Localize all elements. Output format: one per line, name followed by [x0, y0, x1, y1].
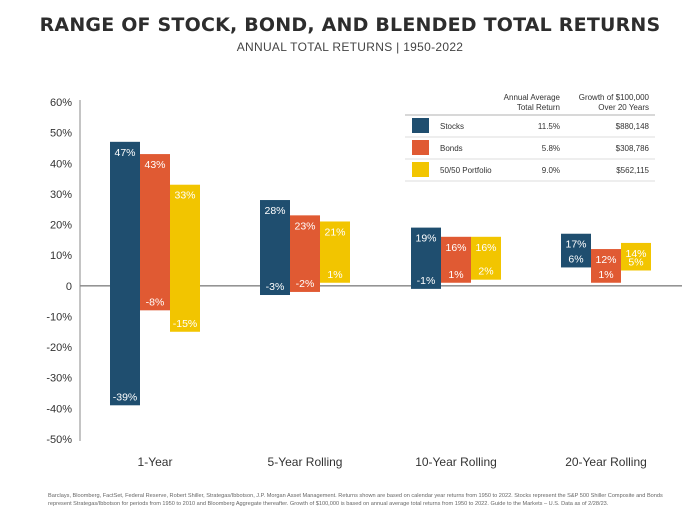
legend-swatch [412, 162, 429, 177]
bar-50-50-portfolio [471, 236, 501, 280]
bar-bonds [591, 249, 621, 283]
y-tick-label: 60% [50, 97, 72, 109]
legend-col2-header: Growth of $100,000 [579, 93, 650, 102]
x-category-label: 5-Year Rolling [268, 455, 343, 469]
bar-low-label: -1% [417, 275, 436, 287]
legend-avg: 9.0% [542, 166, 560, 175]
y-tick-label: 40% [50, 158, 72, 170]
bar-low-label: -8% [146, 296, 165, 308]
bar-high-label: 16% [445, 242, 466, 254]
y-tick-label: -10% [46, 311, 72, 323]
bar-50-50-portfolio [170, 184, 200, 332]
bar-stocks [411, 227, 441, 289]
bar-high-label: 16% [475, 242, 496, 254]
chart-title: RANGE OF STOCK, BOND, AND BLENDED TOTAL … [39, 14, 661, 36]
bars-group: 47% -39% 43% -8% 33% -15% 28% -3% 23% -2% 21% 1% 19%… [110, 141, 651, 406]
bar-low-label: 1% [327, 269, 342, 281]
bar-high-label: 23% [294, 220, 315, 232]
bar-low-label: 5% [628, 257, 643, 269]
bar-stocks [561, 233, 591, 268]
legend-col1-header: Annual Average [504, 93, 561, 102]
y-tick-label: 30% [50, 189, 72, 201]
bar-bonds [140, 154, 170, 311]
bar-low-label: -2% [296, 278, 315, 290]
bar-low-label: -3% [266, 281, 285, 293]
legend-col1-header: Total Return [517, 103, 560, 112]
bar-bonds [290, 215, 320, 292]
bar-50-50-portfolio [320, 221, 350, 283]
legend-col2-header: Over 20 Years [598, 103, 649, 112]
bar-high-label: 21% [324, 226, 345, 238]
x-axis: 1-Year 5-Year Rolling 10-Year Rolling 20-Ye… [138, 455, 647, 469]
bar-high-label: 19% [415, 233, 436, 245]
bar-bonds [441, 236, 471, 283]
bar-low-label: 2% [478, 266, 493, 278]
legend-avg: 11.5% [538, 122, 560, 131]
y-tick-label: 50% [50, 128, 72, 140]
bar-high-label: 12% [595, 254, 616, 266]
bar-high-label: 33% [174, 190, 195, 202]
bar-low-label: -39% [113, 391, 138, 403]
x-category-label: 20-Year Rolling [565, 455, 647, 469]
y-tick-label: 0 [66, 281, 72, 293]
bar-high-label: 47% [114, 147, 135, 159]
bar-low-label: -15% [173, 318, 198, 330]
bar-high-label: 28% [264, 205, 285, 217]
bar-stocks [260, 200, 290, 296]
legend-name: 50/50 Portfolio [440, 166, 492, 175]
y-tick-label: -30% [46, 373, 72, 385]
footnote: Barclays, Bloomberg, FactSet, Federal Re… [48, 493, 663, 507]
legend-name: Stocks [440, 122, 464, 131]
bar-high-label: 43% [144, 159, 165, 171]
bar-low-label: 6% [568, 253, 583, 265]
legend-avg: 5.8% [542, 144, 560, 153]
legend-growth: $562,115 [616, 166, 649, 175]
y-tick-label: 10% [50, 250, 72, 262]
y-axis: 60% 50% 40% 30% 20% 10% 0 -10% -20% -30% -40% -50% [46, 97, 72, 446]
legend-name: Bonds [440, 144, 463, 153]
bar-low-label: 1% [598, 269, 613, 281]
y-tick-label: 20% [50, 220, 72, 232]
bar-high-label: 17% [565, 239, 586, 251]
y-tick-label: -50% [46, 434, 72, 446]
x-category-label: 10-Year Rolling [415, 455, 497, 469]
x-category-label: 1-Year [138, 455, 173, 469]
bar-stocks [110, 141, 140, 406]
legend-swatch [412, 140, 429, 155]
y-tick-label: -40% [46, 403, 72, 415]
chart-subtitle: ANNUAL TOTAL RETURNS | 1950-2022 [236, 40, 464, 54]
legend-swatch [412, 118, 429, 133]
bar-50-50-portfolio [621, 242, 651, 271]
legend-growth: $880,148 [616, 122, 650, 131]
bar-low-label: 1% [448, 269, 463, 281]
bar-high-label: 14% [625, 248, 646, 260]
legend-growth: $308,786 [616, 144, 650, 153]
y-tick-label: -20% [46, 342, 72, 354]
